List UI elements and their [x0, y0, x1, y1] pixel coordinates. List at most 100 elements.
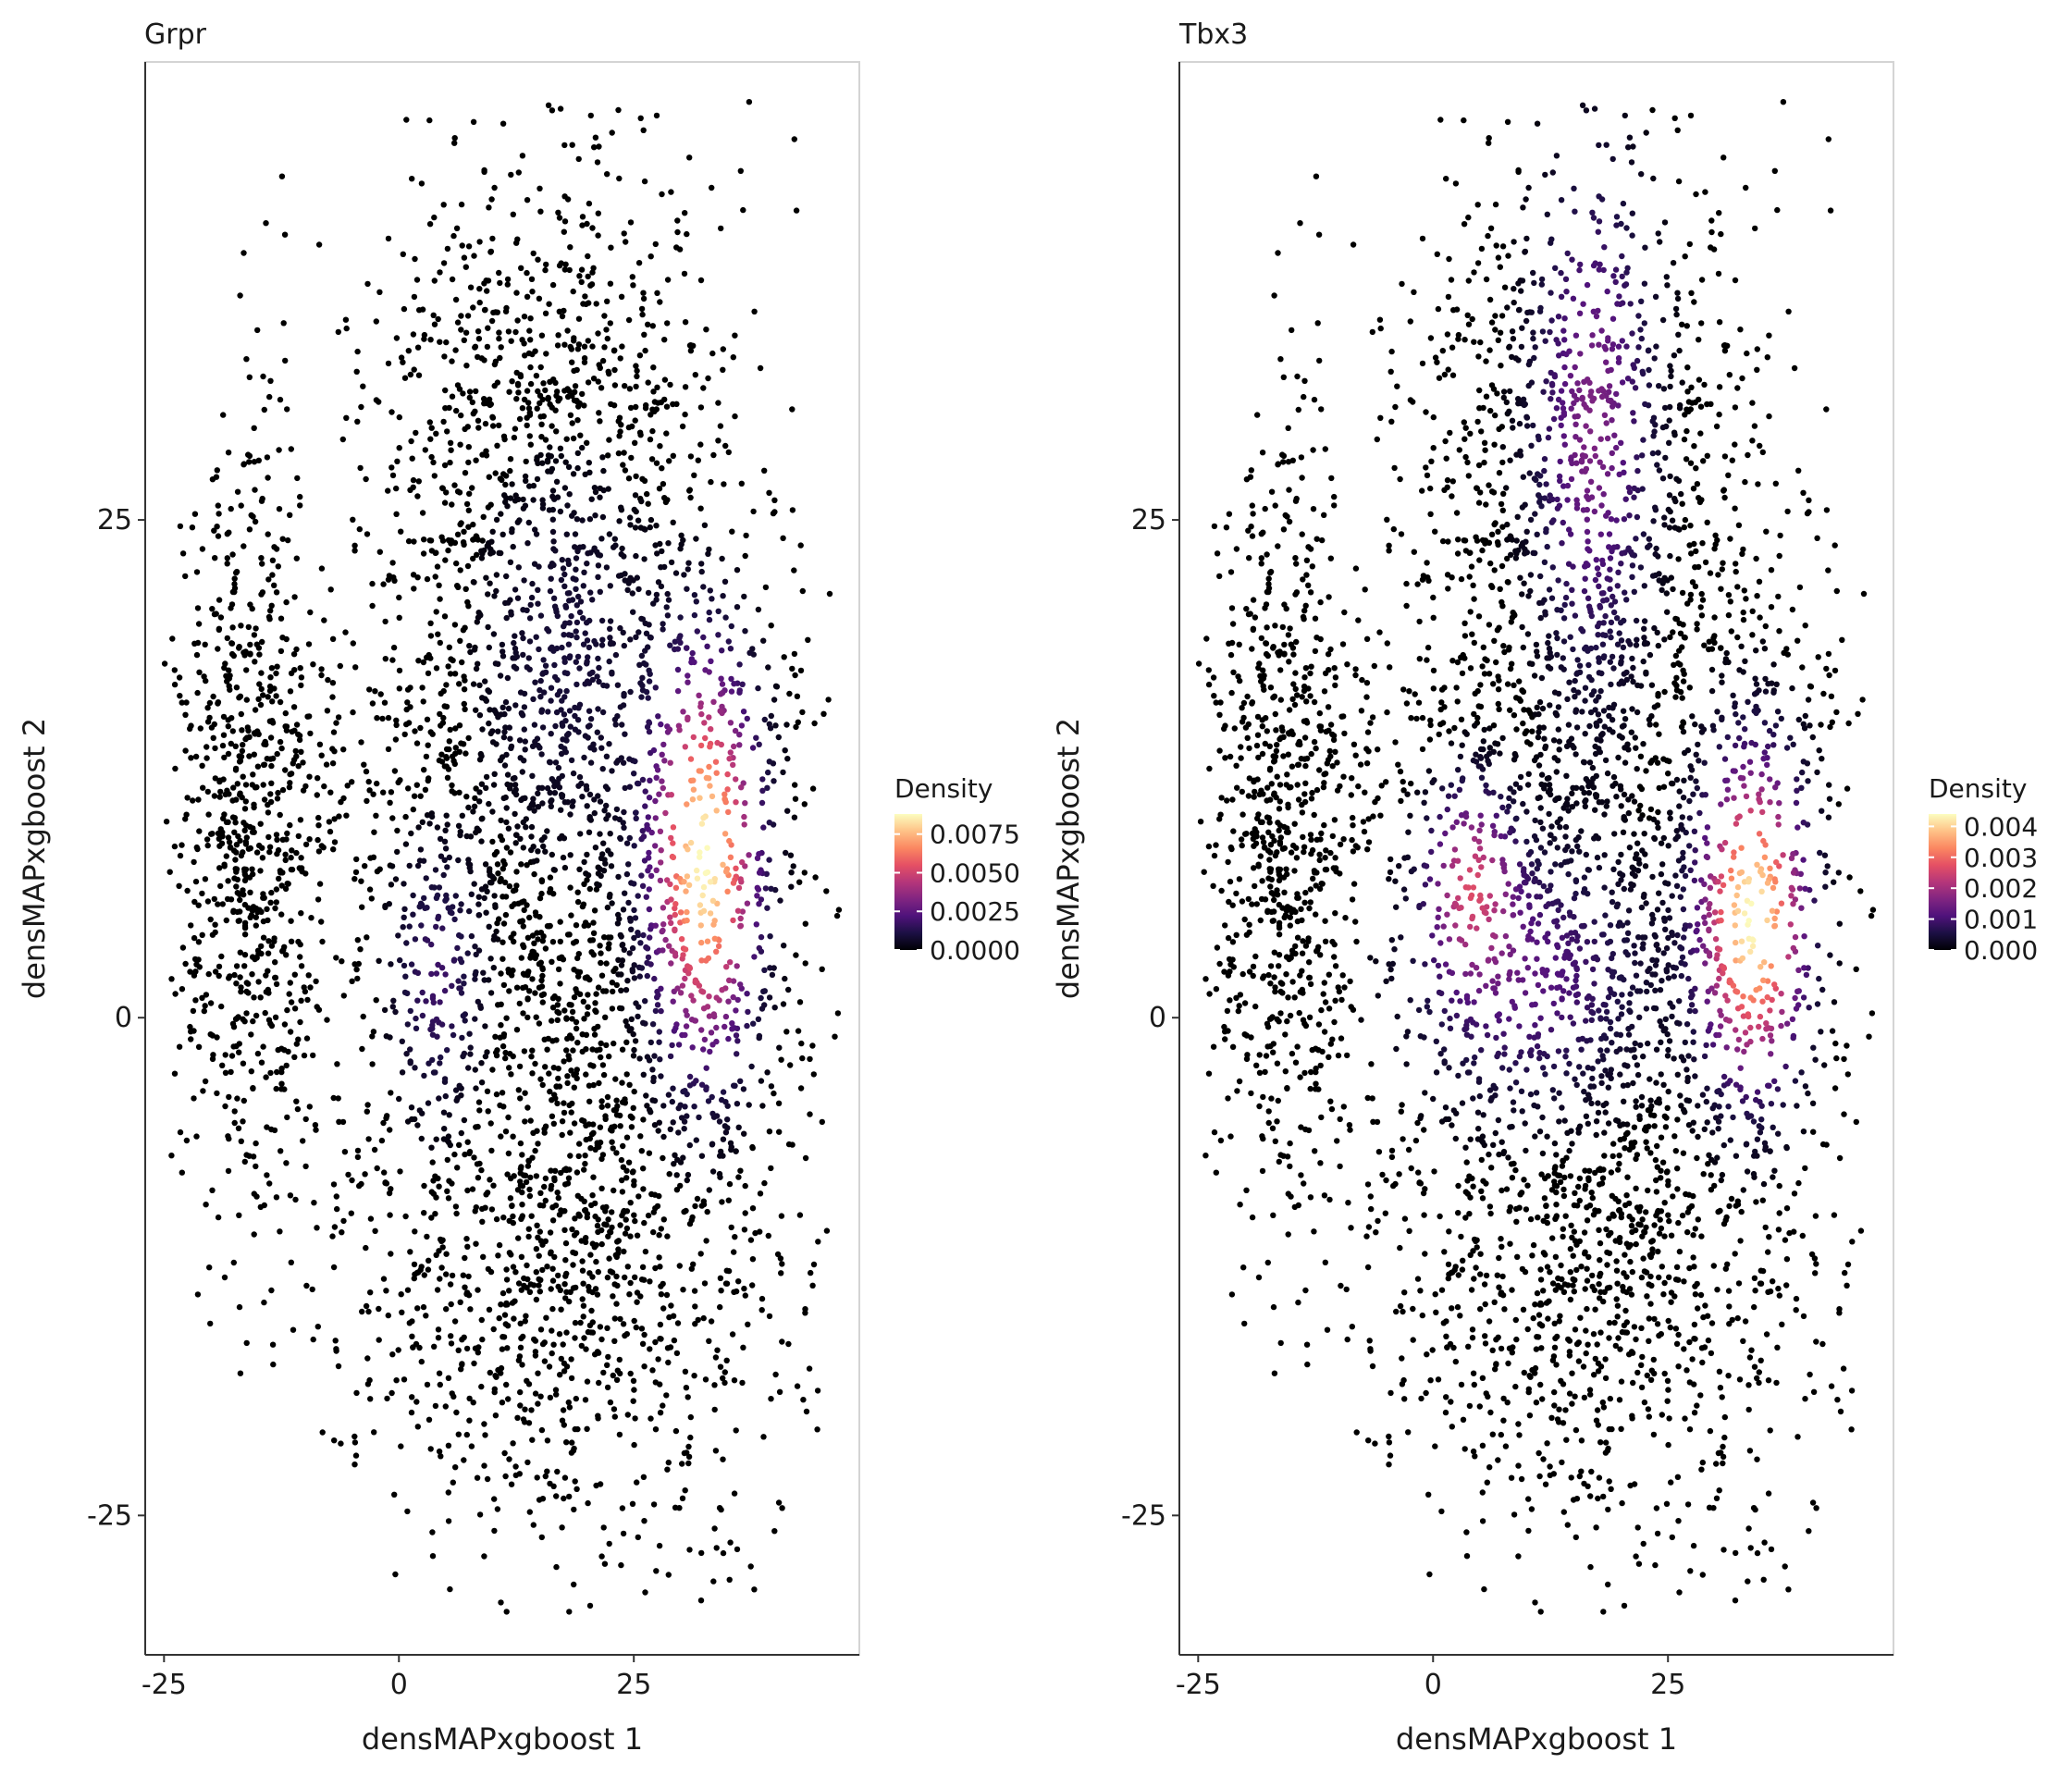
scatter-point [491, 361, 499, 368]
scatter-point [595, 655, 601, 662]
scatter-point [572, 726, 579, 733]
scatter-point [728, 623, 734, 630]
scatter-point [582, 1160, 588, 1167]
scatter-point [1353, 1429, 1360, 1436]
scatter-point [277, 738, 284, 746]
scatter-point [757, 364, 764, 372]
scatter-point [308, 915, 314, 921]
scatter-point [697, 795, 703, 801]
scatter-point [472, 944, 478, 950]
scatter-point [522, 473, 529, 480]
scatter-point [418, 1264, 425, 1270]
scatter-point [313, 1127, 319, 1133]
scatter-point [242, 866, 250, 873]
scatter-point [1597, 1439, 1604, 1446]
scatter-point [627, 522, 634, 528]
scatter-point [574, 717, 582, 723]
scatter-point [656, 1119, 662, 1126]
scatter-point [722, 1123, 728, 1129]
scatter-point [685, 1443, 692, 1450]
scatter-point [470, 118, 477, 125]
scatter-point [236, 1049, 242, 1055]
scatter-point [497, 279, 503, 287]
scatter-point [521, 898, 527, 905]
scatter-point [1463, 1553, 1471, 1560]
scatter-point [476, 798, 483, 805]
scatter-point [755, 1016, 762, 1023]
scatter-point [704, 938, 711, 944]
scatter-point [265, 576, 272, 583]
scatter-point [707, 1048, 713, 1055]
scatter-point [195, 621, 203, 627]
scatter-point [333, 1346, 339, 1352]
scatter-point [656, 1232, 662, 1239]
scatter-point [768, 885, 774, 892]
scatter-point [537, 677, 544, 684]
scatter-point [771, 1528, 778, 1535]
scatter-point [1564, 1522, 1572, 1528]
scatter-point [579, 444, 586, 451]
scatter-point [436, 884, 443, 891]
scatter-point [287, 821, 293, 829]
scatter-point [677, 614, 684, 621]
scatter-point [608, 401, 614, 408]
scatter-point [1387, 1452, 1394, 1459]
scatter-point [566, 654, 573, 661]
scatter-point [222, 1052, 228, 1058]
scatter-point [629, 274, 635, 280]
scatter-point [1311, 396, 1318, 403]
scatter-point [1310, 506, 1317, 512]
scatter-point [555, 1272, 561, 1279]
scatter-point [487, 401, 494, 408]
scatter-point [421, 1272, 427, 1278]
scatter-point [792, 672, 798, 679]
scatter-point [1713, 1495, 1720, 1502]
scatter-point [1448, 1399, 1454, 1405]
scatter-point [525, 1226, 532, 1232]
scatter-point [508, 611, 514, 618]
scatter-point [513, 240, 520, 246]
scatter-point [704, 1208, 710, 1215]
scatter-point [1388, 368, 1394, 375]
scatter-point [1569, 1400, 1575, 1407]
scatter-point [331, 816, 338, 822]
scatter-point [741, 821, 747, 828]
scatter-point [372, 1227, 378, 1235]
scatter-point [798, 1040, 805, 1047]
scatter-point [539, 460, 546, 466]
scatter-point [639, 1264, 647, 1271]
scatter-point [518, 1215, 524, 1223]
scatter-point [424, 1381, 431, 1388]
scatter-point [371, 829, 377, 835]
scatter-point [449, 982, 455, 990]
scatter-point [338, 1440, 344, 1447]
scatter-point [758, 994, 764, 1002]
scatter-point [629, 1115, 635, 1121]
scatter-point [529, 1437, 536, 1443]
scatter-point [1650, 1431, 1658, 1438]
scatter-point [1500, 1417, 1507, 1424]
scatter-point [1690, 1542, 1697, 1549]
scatter-point [737, 923, 744, 930]
scatter-point [610, 1145, 616, 1152]
scatter-point [659, 548, 665, 555]
scatter-point [565, 561, 573, 567]
scatter-point [709, 1168, 717, 1175]
scatter-point [256, 681, 263, 687]
scatter-point [492, 1033, 499, 1041]
scatter-point [1272, 502, 1278, 509]
scatter-point [561, 659, 568, 665]
scatter-point [652, 922, 659, 929]
scatter-point [710, 451, 717, 459]
scatter-point [423, 753, 430, 760]
scatter-point [794, 693, 801, 699]
scatter-point [515, 564, 522, 571]
scatter-point [399, 1038, 405, 1045]
scatter-point [471, 1360, 477, 1367]
scatter-point [1275, 543, 1281, 549]
scatter-point [618, 1005, 625, 1012]
scatter-point [440, 714, 447, 722]
scatter-point [412, 728, 418, 734]
scatter-point [554, 1002, 561, 1008]
